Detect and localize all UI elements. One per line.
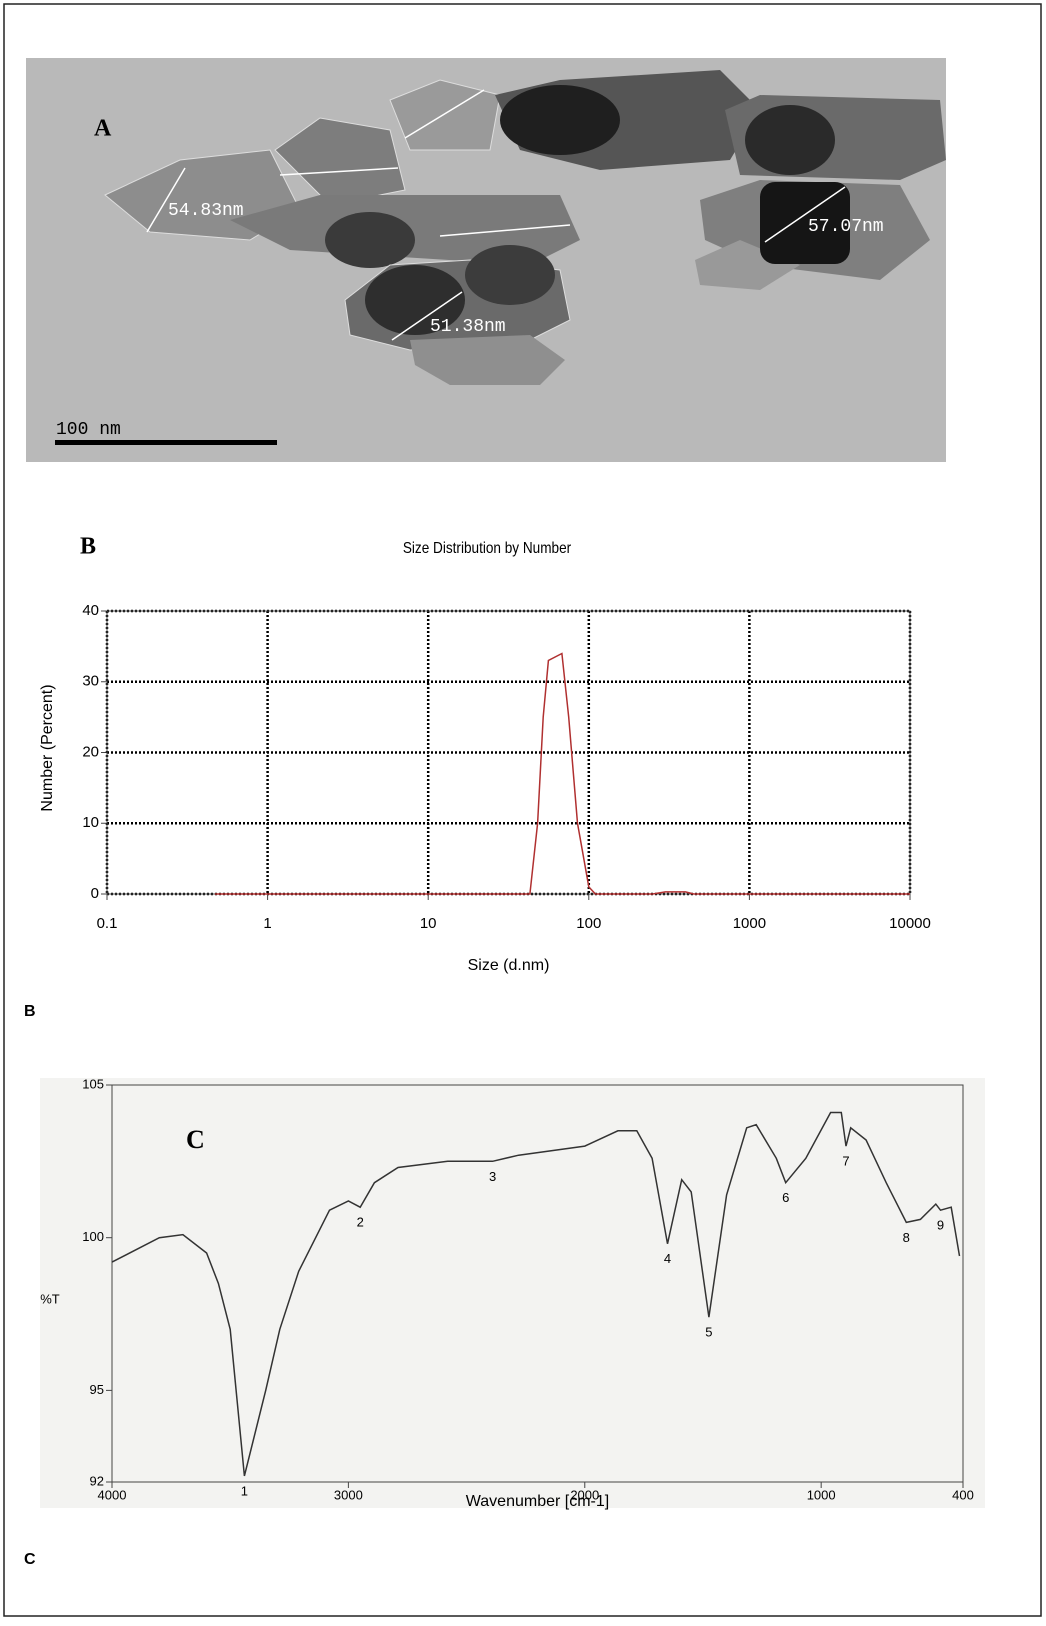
y-tick-label: 95 bbox=[90, 1382, 104, 1397]
x-tick-label: 0.1 bbox=[97, 915, 118, 932]
x-tick-label: 400 bbox=[952, 1487, 974, 1502]
x-tick-label: 1 bbox=[263, 915, 271, 932]
data-line bbox=[111, 1111, 961, 1477]
x-tick-label: 1000 bbox=[733, 915, 766, 932]
panel-label: A bbox=[94, 116, 112, 142]
measurement-label: 57.07nm bbox=[808, 217, 884, 237]
y-tick-label: 105 bbox=[82, 1076, 104, 1091]
x-tick-label: 10 bbox=[420, 915, 437, 932]
x-tick-label: 10000 bbox=[889, 915, 931, 932]
scan-background bbox=[40, 1078, 985, 1508]
measurement-label: 54.83nm bbox=[168, 201, 244, 221]
peak-label: 8 bbox=[903, 1230, 910, 1245]
x-tick-label: 100 bbox=[576, 915, 601, 932]
y-tick-label: 10 bbox=[82, 814, 99, 831]
y-tick-label: 0 bbox=[91, 885, 99, 902]
y-axis-label: %T bbox=[40, 1291, 60, 1306]
peak-label: 4 bbox=[664, 1251, 671, 1266]
peak-label: 1 bbox=[241, 1483, 248, 1498]
footer-label: B bbox=[24, 1003, 36, 1020]
data-line bbox=[214, 652, 910, 895]
tem-image bbox=[26, 58, 946, 462]
y-axis-label: Number (Percent) bbox=[39, 684, 56, 811]
peak-label: 3 bbox=[489, 1169, 496, 1184]
peak-label: 5 bbox=[705, 1325, 712, 1340]
x-axis-label: Size (d.nm) bbox=[468, 957, 550, 974]
panel-label: B bbox=[80, 534, 96, 560]
plot-frame bbox=[111, 1084, 964, 1483]
y-tick-label: 100 bbox=[82, 1229, 104, 1244]
x-tick-label: 1000 bbox=[807, 1487, 836, 1502]
y-tick-label: 30 bbox=[82, 673, 99, 690]
footer-label: C bbox=[24, 1551, 36, 1568]
y-tick-label: 92 bbox=[90, 1473, 104, 1488]
x-tick-label: 2000 bbox=[570, 1487, 599, 1502]
chart-title: Size Distribution by Number bbox=[403, 540, 571, 557]
peak-label: 6 bbox=[782, 1190, 789, 1205]
panel-label: C bbox=[186, 1125, 205, 1154]
peak-label: 2 bbox=[357, 1215, 364, 1230]
x-axis-label: Wavenumber [cm-1] bbox=[466, 1493, 609, 1510]
x-tick-label: 3000 bbox=[334, 1487, 363, 1502]
y-tick-label: 20 bbox=[82, 743, 99, 760]
scale-bar-label: 100 nm bbox=[56, 420, 121, 440]
y-tick-label: 40 bbox=[82, 602, 99, 619]
x-tick-label: 4000 bbox=[98, 1487, 127, 1502]
peak-label: 9 bbox=[937, 1218, 944, 1233]
peak-label: 7 bbox=[842, 1154, 849, 1169]
measurement-label: 51.38nm bbox=[430, 317, 506, 337]
